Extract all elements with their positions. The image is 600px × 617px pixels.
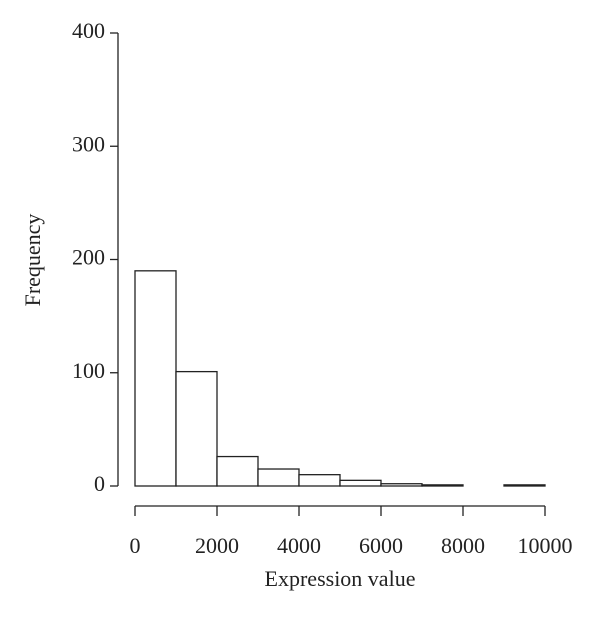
bar [175,370,218,487]
x-tick-label: 8000 [441,533,485,558]
bar [339,479,382,487]
y-axis-label: Frequency [20,214,45,307]
y-tick-label: 200 [72,245,105,270]
bar [503,484,546,487]
bar [134,270,177,487]
y-tick-label: 0 [94,471,105,496]
bar [421,484,464,487]
x-tick-label: 0 [130,533,141,558]
y-tick-label: 400 [72,18,105,43]
y-tick-label: 300 [72,131,105,156]
bar [216,455,259,487]
x-tick-label: 2000 [195,533,239,558]
bar [380,483,423,487]
x-tick-label: 10000 [518,533,573,558]
bar [257,468,300,487]
x-tick-label: 6000 [359,533,403,558]
bar [298,474,341,487]
y-tick-label: 100 [72,358,105,383]
x-tick-label: 4000 [277,533,321,558]
x-axis-label: Expression value [265,566,416,591]
